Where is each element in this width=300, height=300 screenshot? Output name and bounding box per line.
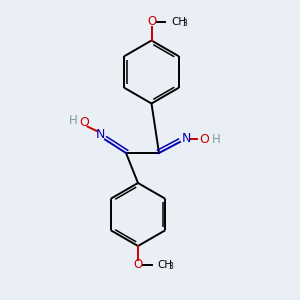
Text: H: H (212, 133, 220, 146)
Text: CH: CH (171, 17, 186, 27)
Text: 3: 3 (169, 262, 173, 271)
Text: H: H (69, 113, 78, 127)
Text: O: O (147, 15, 156, 28)
Text: N: N (181, 131, 191, 145)
Text: N: N (96, 128, 105, 142)
Text: O: O (199, 133, 209, 146)
Text: O: O (79, 116, 89, 130)
Text: 3: 3 (182, 19, 187, 28)
Text: CH: CH (158, 260, 172, 270)
Text: O: O (134, 258, 142, 271)
